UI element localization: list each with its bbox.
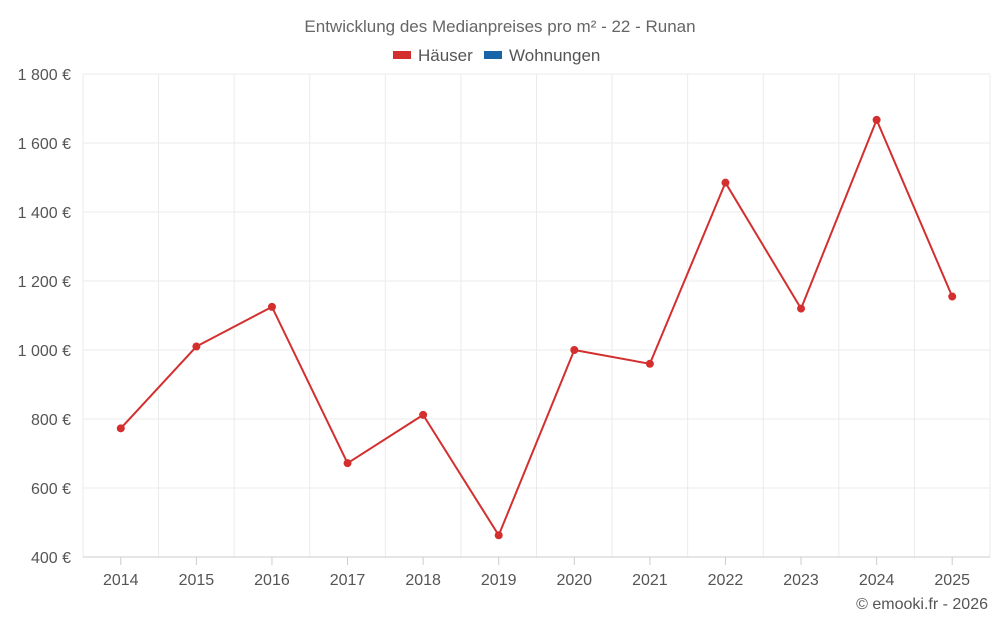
y-tick-label: 1 800 € — [18, 67, 71, 84]
x-tick-label: 2019 — [481, 572, 517, 589]
data-point[interactable] — [192, 342, 201, 351]
y-tick-label: 800 € — [31, 412, 71, 429]
x-tick-label: 2024 — [859, 572, 895, 589]
x-tick-label: 2016 — [254, 572, 290, 589]
data-point[interactable] — [570, 346, 579, 354]
x-tick-label: 2022 — [708, 572, 744, 589]
x-tick-label: 2018 — [405, 572, 441, 589]
y-tick-label: 1 000 € — [18, 343, 71, 360]
data-point[interactable] — [797, 304, 806, 313]
legend-swatch-haeuser — [393, 51, 411, 59]
legend: Häuser Wohnungen — [393, 46, 600, 65]
axes: 400 € 600 € 800 € 1 000 € 1 200 € 1 400 € 1 60… — [18, 67, 990, 589]
legend-label-wohnungen[interactable]: Wohnungen — [509, 46, 600, 65]
credit-text: © emooki.fr - 2026 — [856, 596, 988, 613]
data-point[interactable] — [872, 115, 881, 124]
data-point[interactable] — [419, 410, 428, 419]
grid — [82, 73, 991, 558]
x-tick-label: 2023 — [783, 572, 819, 589]
x-tick-label: 2015 — [179, 572, 215, 589]
data-point[interactable] — [267, 302, 276, 311]
x-tick-label: 2017 — [330, 572, 366, 589]
series-haeuser — [116, 115, 957, 540]
y-tick-label: 600 € — [31, 481, 71, 498]
series-line — [120, 118, 954, 537]
y-tick-label: 1 600 € — [18, 136, 71, 153]
x-tick-label: 2014 — [103, 572, 139, 589]
x-tick-label: 2025 — [934, 572, 970, 589]
data-point[interactable] — [494, 531, 503, 540]
x-tick-label: 2021 — [632, 572, 668, 589]
legend-swatch-wohnungen — [484, 51, 502, 59]
y-tick-label: 1 200 € — [18, 274, 71, 291]
data-point[interactable] — [645, 359, 654, 368]
data-point[interactable] — [343, 459, 352, 468]
data-point[interactable] — [721, 178, 730, 187]
data-point[interactable] — [116, 424, 125, 433]
y-tick-label: 400 € — [31, 550, 71, 567]
legend-label-haeuser[interactable]: Häuser — [418, 46, 473, 65]
chart-title: Entwicklung des Medianpreises pro m² - 2… — [304, 17, 695, 36]
x-tick-label: 2020 — [556, 572, 592, 589]
data-point[interactable] — [948, 292, 957, 301]
y-tick-label: 1 400 € — [18, 205, 71, 222]
